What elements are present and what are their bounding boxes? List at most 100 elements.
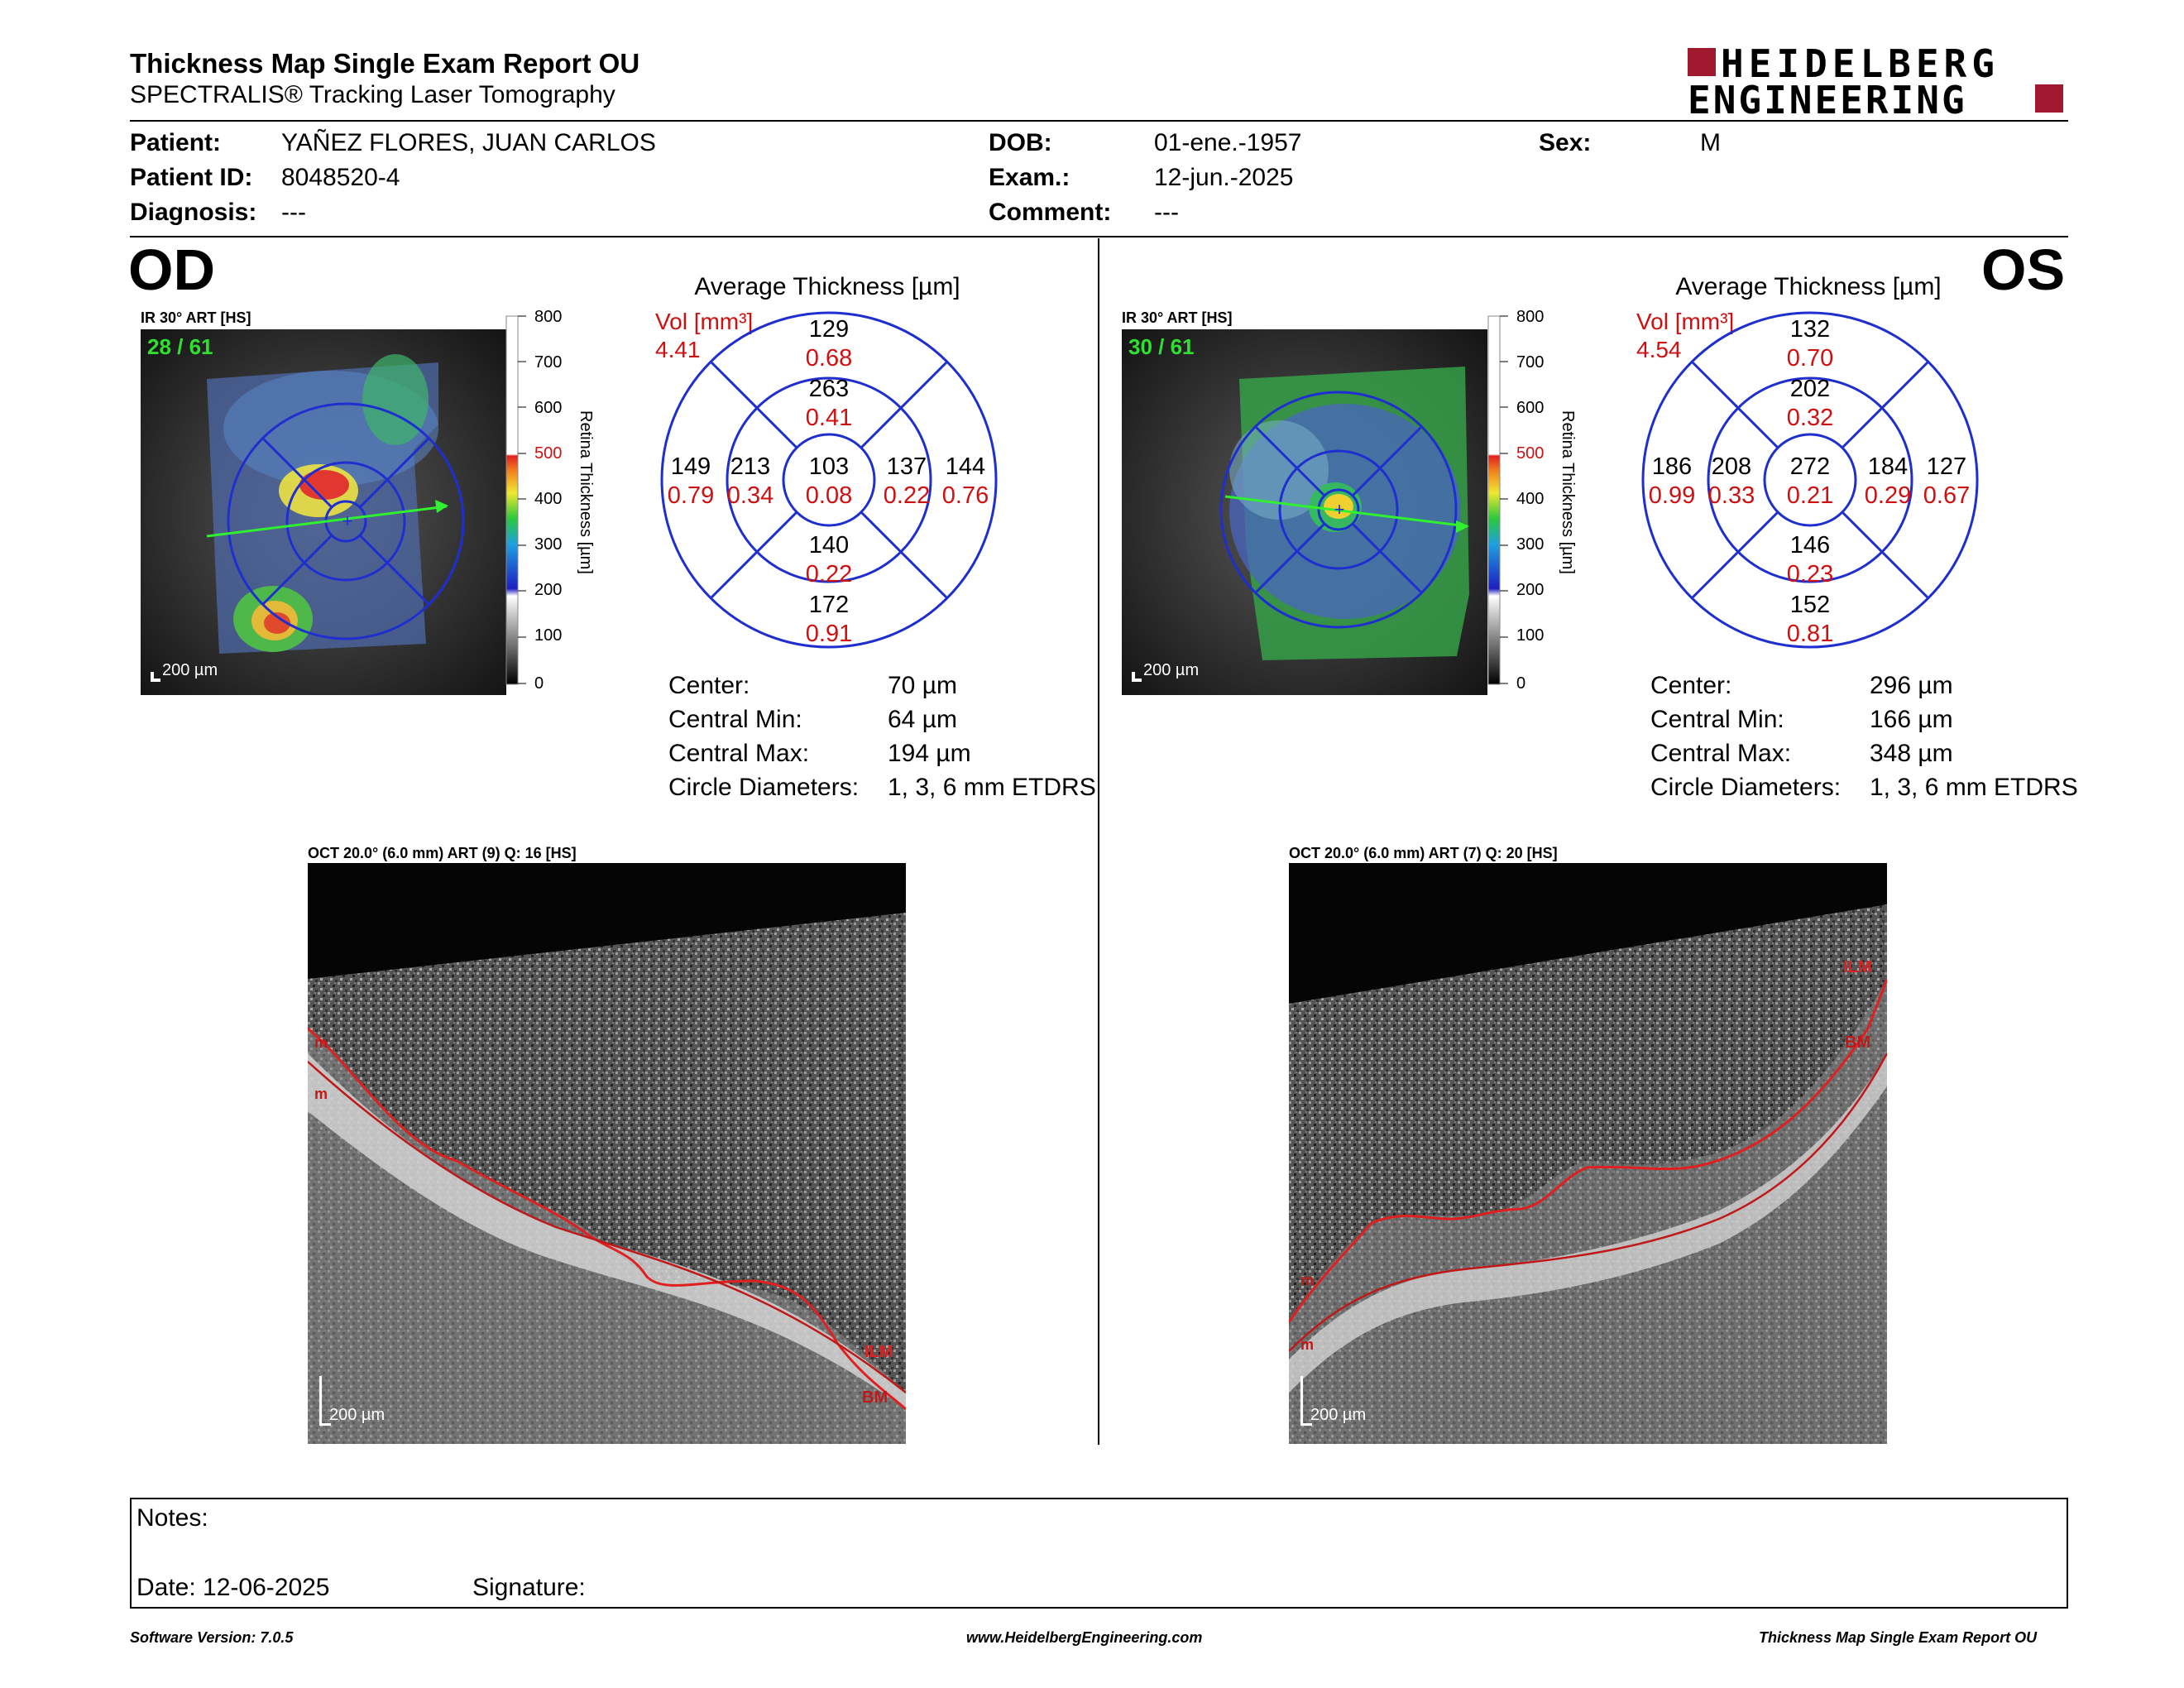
svg-text:0.76: 0.76 <box>942 482 989 509</box>
os-etdrs-grid: Average Thickness [µm] Vol [mm³] 4.54 13… <box>1636 273 1979 649</box>
software-version: Software Version: 7.0.5 <box>130 1629 294 1646</box>
od-eye-label: OD <box>128 237 215 302</box>
od-min-label: Central Min: <box>668 706 802 733</box>
od-ir-thickness-map: + 28 / 61 200 µm <box>141 329 506 695</box>
svg-text:+: + <box>342 511 353 531</box>
website-link[interactable]: www.HeidelbergEngineering.com <box>966 1629 1203 1646</box>
od-oct-bscan: m m ILM BM 200 µm <box>308 863 906 1444</box>
svg-text:208: 208 <box>1712 453 1751 480</box>
od-center-value: 70 µm <box>888 672 957 699</box>
svg-text:0.41: 0.41 <box>806 405 852 431</box>
svg-text:300: 300 <box>1516 535 1544 554</box>
comment-label: Comment: <box>989 199 1112 226</box>
od-ilm-label: ILM <box>864 1343 893 1361</box>
od-diam-label: Circle Diameters: <box>668 774 860 801</box>
od-max-label: Central Max: <box>668 740 810 767</box>
svg-text:0: 0 <box>534 674 544 693</box>
center-divider <box>1098 238 1099 1445</box>
svg-text:0.91: 0.91 <box>806 621 852 647</box>
os-ir-thickness-map: + 30 / 61 200 µm <box>1122 329 1487 695</box>
od-avg-title: Average Thickness [µm] <box>694 273 960 300</box>
od-slice-number: 28 / 61 <box>147 334 213 359</box>
svg-text:500: 500 <box>1516 444 1544 463</box>
sex-label: Sex: <box>1539 129 1592 156</box>
od-ir-scale: 200 µm <box>162 661 218 679</box>
patient-id: 8048520-4 <box>281 164 400 191</box>
svg-text:800: 800 <box>1516 309 1544 326</box>
os-diam-label: Circle Diameters: <box>1650 774 1842 801</box>
svg-text:213: 213 <box>730 453 770 480</box>
os-diam-value: 1, 3, 6 mm ETDRS <box>1870 774 2078 801</box>
svg-text:400: 400 <box>534 490 562 508</box>
od-ir-caption: IR 30° ART [HS] <box>141 309 251 326</box>
footer-report-name: Thickness Map Single Exam Report OU <box>1759 1629 2038 1646</box>
svg-text:600: 600 <box>1516 399 1544 417</box>
svg-text:272: 272 <box>1790 453 1830 480</box>
heidelberg-logo: HEIDELBERG ENGINEERING <box>1688 41 2068 122</box>
os-ir-scale: 200 µm <box>1143 661 1199 679</box>
dob-label: DOB: <box>989 129 1052 156</box>
od-etdrs-grid: Average Thickness [µm] Vol [mm³] 4.41 12… <box>655 273 998 649</box>
notes-box: Notes: Date: 12-06-2025 Signature: <box>130 1498 2068 1609</box>
os-vol-value: 4.54 <box>1636 337 1682 362</box>
svg-text:+: + <box>1334 499 1345 520</box>
os-eye-label: OS <box>1981 237 2066 302</box>
os-min-label: Central Min: <box>1650 706 1784 733</box>
od-min-value: 64 µm <box>888 706 957 733</box>
os-ir-caption: IR 30° ART [HS] <box>1122 309 1233 326</box>
os-center-label: Center: <box>1650 672 1732 699</box>
exam-label: Exam.: <box>989 164 1070 191</box>
svg-text:0.29: 0.29 <box>1865 482 1911 509</box>
diagnosis-label: Diagnosis: <box>130 199 257 226</box>
os-oct-scale: 200 µm <box>1310 1406 1366 1424</box>
report-title: Thickness Map Single Exam Report OU <box>130 48 640 79</box>
os-vol-label: Vol [mm³] <box>1636 309 1734 334</box>
dob-value: 01-ene.-1957 <box>1154 129 1302 156</box>
svg-text:149: 149 <box>671 453 711 480</box>
comment-value: --- <box>1154 199 1179 226</box>
svg-text:0.23: 0.23 <box>1787 561 1833 587</box>
svg-text:100: 100 <box>534 626 562 645</box>
svg-text:186: 186 <box>1652 453 1692 480</box>
svg-text:400: 400 <box>1516 490 1544 508</box>
os-bm-label: BM <box>1845 1033 1870 1052</box>
os-ilm-label: ILM <box>1843 958 1871 976</box>
svg-text:0.79: 0.79 <box>668 482 714 509</box>
patient-label: Patient: <box>130 129 222 156</box>
svg-text:0.32: 0.32 <box>1787 405 1833 431</box>
svg-text:132: 132 <box>1790 316 1830 343</box>
svg-text:m: m <box>314 1034 328 1051</box>
svg-text:800: 800 <box>534 309 562 326</box>
od-vol-value: 4.41 <box>655 337 701 362</box>
svg-text:0.22: 0.22 <box>806 561 852 587</box>
svg-text:0: 0 <box>1516 674 1525 693</box>
svg-text:184: 184 <box>1868 453 1908 480</box>
os-min-value: 166 µm <box>1870 706 1953 733</box>
svg-text:263: 263 <box>809 376 849 402</box>
patient-name: YAÑEZ FLORES, JUAN CARLOS <box>281 129 656 156</box>
svg-text:m: m <box>1300 1336 1314 1353</box>
svg-text:137: 137 <box>887 453 927 480</box>
svg-text:700: 700 <box>1516 353 1544 372</box>
od-vol-label: Vol [mm³] <box>655 309 753 334</box>
svg-text:0.68: 0.68 <box>806 345 852 372</box>
svg-text:0.33: 0.33 <box>1708 482 1755 509</box>
svg-text:m: m <box>314 1086 328 1102</box>
os-thickness-colorbar: 800 700 600 500 400 300 200 100 0 Retina… <box>1487 309 1577 693</box>
od-bm-label: BM <box>862 1388 888 1407</box>
svg-text:Retina Thickness [µm]: Retina Thickness [µm] <box>1559 410 1577 574</box>
svg-text:600: 600 <box>534 399 562 417</box>
date-label: Date: 12-06-2025 <box>136 1574 330 1601</box>
svg-text:200: 200 <box>534 581 562 599</box>
svg-text:0.34: 0.34 <box>727 482 774 509</box>
od-oct-caption: OCT 20.0° (6.0 mm) ART (9) Q: 16 [HS] <box>308 845 577 861</box>
signature-label: Signature: <box>472 1574 586 1601</box>
svg-text:144: 144 <box>946 453 985 480</box>
svg-text:129: 129 <box>809 316 849 343</box>
os-oct-caption: OCT 20.0° (6.0 mm) ART (7) Q: 20 [HS] <box>1289 845 1558 861</box>
od-max-value: 194 µm <box>888 740 971 767</box>
svg-text:0.81: 0.81 <box>1787 621 1833 647</box>
svg-text:127: 127 <box>1927 453 1966 480</box>
od-oct-scale: 200 µm <box>329 1406 385 1424</box>
svg-text:m: m <box>1300 1272 1314 1288</box>
